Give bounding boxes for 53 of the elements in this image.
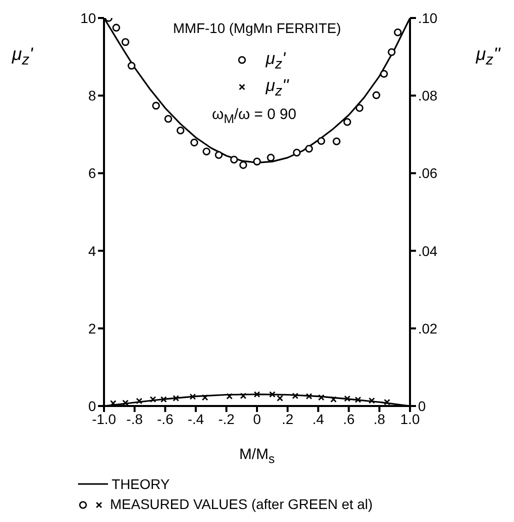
y-tick-label: 8 [88, 88, 96, 104]
point [128, 62, 136, 70]
x-tick-label: -.8 [126, 410, 143, 427]
y2-tick-label: .10 [418, 10, 438, 26]
x-tick-label: 0 [253, 410, 262, 427]
point [356, 104, 364, 112]
point [394, 28, 402, 36]
x-tick-label: .4 [312, 410, 324, 427]
point [292, 148, 301, 157]
x-tick-label: .6 [342, 410, 355, 427]
x-axis-title: M/M$_{s}$ [239, 446, 275, 466]
y2-axis-title: μ$_{z}$'' [476, 44, 500, 69]
point [388, 48, 396, 56]
y-tick-label: 10 [80, 10, 96, 26]
legend-label: μ$_{z}$'' [266, 76, 289, 100]
point [230, 156, 238, 164]
x-tick-label: -.6 [157, 410, 174, 427]
y-tick-label: 6 [88, 165, 96, 182]
legend-label: μ$_{z}$' [266, 49, 286, 72]
chart-title: MMF-10 (MgMn FERRITE) [173, 20, 341, 36]
point [152, 102, 160, 110]
x-tick-label: .2 [282, 410, 294, 427]
point [239, 161, 248, 169]
point [202, 148, 210, 156]
point [317, 137, 326, 145]
y2-tick-label: .08 [418, 88, 438, 104]
text: MEASURED VALUES (after GREEN et al) [110, 496, 373, 512]
point [112, 24, 120, 32]
y-tick-label: 2 [88, 320, 96, 336]
point [253, 158, 261, 166]
y2-tick-label: .06 [418, 165, 438, 182]
x-tick-label: 1.0 [400, 410, 420, 427]
point [214, 151, 223, 159]
y-axis-title: μ$_{z}$' [12, 44, 33, 69]
point [266, 154, 275, 162]
point [380, 70, 388, 78]
point [176, 126, 184, 134]
point [190, 138, 198, 146]
point [332, 137, 340, 146]
point [164, 114, 172, 123]
point [122, 38, 130, 46]
x-tick-label: -.2 [218, 410, 235, 427]
text: THEORY [112, 476, 170, 492]
y2-tick-label: .02 [418, 320, 438, 336]
x-tick-label: .8 [374, 410, 386, 427]
point [305, 144, 313, 153]
y-tick-label: 4 [88, 242, 96, 259]
y2-tick-label: 0 [418, 398, 426, 414]
x-tick-label: -.4 [188, 410, 204, 427]
point [343, 118, 352, 126]
point [372, 91, 380, 100]
y2-tick-label: .04 [418, 242, 438, 259]
annotation: ω$_{M}$/ω = 0 90 [212, 106, 296, 126]
